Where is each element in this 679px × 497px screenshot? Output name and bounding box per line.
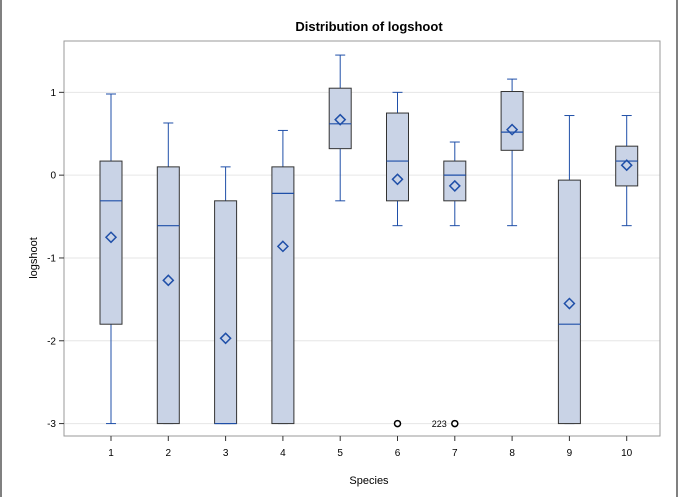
x-tick-label: 1 (108, 448, 114, 459)
y-tick-label: 1 (50, 88, 56, 99)
x-tick-label: 6 (395, 448, 401, 459)
x-tick-label: 2 (166, 448, 172, 459)
box (615, 145, 639, 187)
x-tick-label: 4 (280, 448, 286, 459)
x-tick-label: 7 (452, 448, 458, 459)
box (271, 166, 295, 425)
x-tick-label: 5 (337, 448, 343, 459)
box (214, 200, 238, 425)
mean-marker (104, 231, 118, 244)
box (156, 166, 180, 425)
y-tick-label: -1 (47, 253, 56, 264)
box (500, 91, 524, 151)
chart-title: Distribution of logshoot (295, 19, 443, 34)
x-tick-label: 10 (621, 448, 633, 459)
outlier-point (393, 419, 402, 428)
mean-marker (448, 179, 461, 192)
x-tick-label: 3 (223, 448, 229, 459)
mean-marker (334, 113, 347, 126)
box (386, 112, 409, 202)
x-axis-label: Species (349, 475, 389, 487)
box (328, 87, 352, 150)
x-tick-label: 8 (509, 448, 515, 459)
mean-marker (219, 332, 232, 345)
y-tick-label: 0 (50, 171, 56, 182)
y-axis-label: logshoot (28, 237, 40, 279)
y-tick-label: -2 (47, 336, 56, 347)
plot-frame (63, 40, 661, 437)
y-tick-label: -3 (47, 419, 56, 430)
outlier-point (451, 419, 459, 428)
mean-marker (506, 123, 519, 136)
mean-marker (162, 274, 175, 287)
mean-marker (620, 159, 633, 172)
mean-marker (391, 173, 404, 186)
box (557, 179, 581, 425)
outlier-label: 223 (432, 419, 447, 429)
mean-marker (276, 240, 289, 253)
mean-marker (563, 297, 576, 310)
x-tick-label: 9 (567, 448, 573, 459)
